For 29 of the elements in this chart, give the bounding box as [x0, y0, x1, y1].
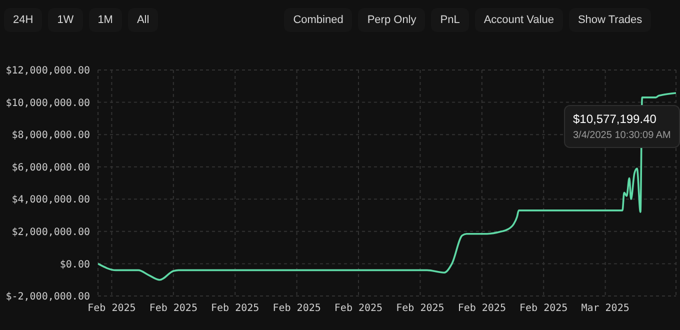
- text: 24H: [4, 8, 42, 32]
- x-tick-label: Feb 2025: [149, 303, 198, 314]
- y-tick-label: $8,000,000.00: [12, 130, 90, 142]
- text: All: [128, 8, 158, 32]
- y-tick-label: $-2,000,000.00: [6, 292, 90, 303]
- x-tick-label: Feb 2025: [458, 303, 506, 314]
- x-tick-label: Feb 2025: [272, 303, 321, 314]
- text: PnL: [431, 8, 469, 32]
- y-tick-label: $2,000,000.00: [12, 226, 90, 238]
- y-tick-label: $12,000,000.00: [6, 66, 90, 77]
- y-tick-label: $6,000,000.00: [12, 162, 90, 174]
- y-tick-label: $10,000,000.00: [6, 98, 90, 109]
- annotation: 3/4/2025 10:30:09 AM: [573, 130, 671, 141]
- x-tick-label: Feb 2025: [211, 303, 260, 314]
- text: Combined: [284, 8, 352, 32]
- text: 1M: [88, 8, 122, 32]
- text: Account Value: [474, 8, 563, 32]
- x-tick-label: Feb 2025: [520, 303, 568, 314]
- text: 1W: [48, 8, 83, 32]
- text: Perp Only: [358, 8, 426, 32]
- y-tick-label: $0.00: [60, 259, 90, 270]
- text: Show Trades: [568, 8, 652, 32]
- x-tick-label: Feb 2025: [88, 303, 136, 314]
- x-tick-label: Mar 2025: [581, 303, 630, 314]
- x-tick-label: Feb 2025: [396, 303, 444, 314]
- x-tick-label: Feb 2025: [334, 303, 383, 314]
- y-tick-label: $4,000,000.00: [12, 194, 90, 206]
- line-series: [98, 92, 676, 281]
- annotation: $10,577,199.40: [573, 112, 658, 126]
